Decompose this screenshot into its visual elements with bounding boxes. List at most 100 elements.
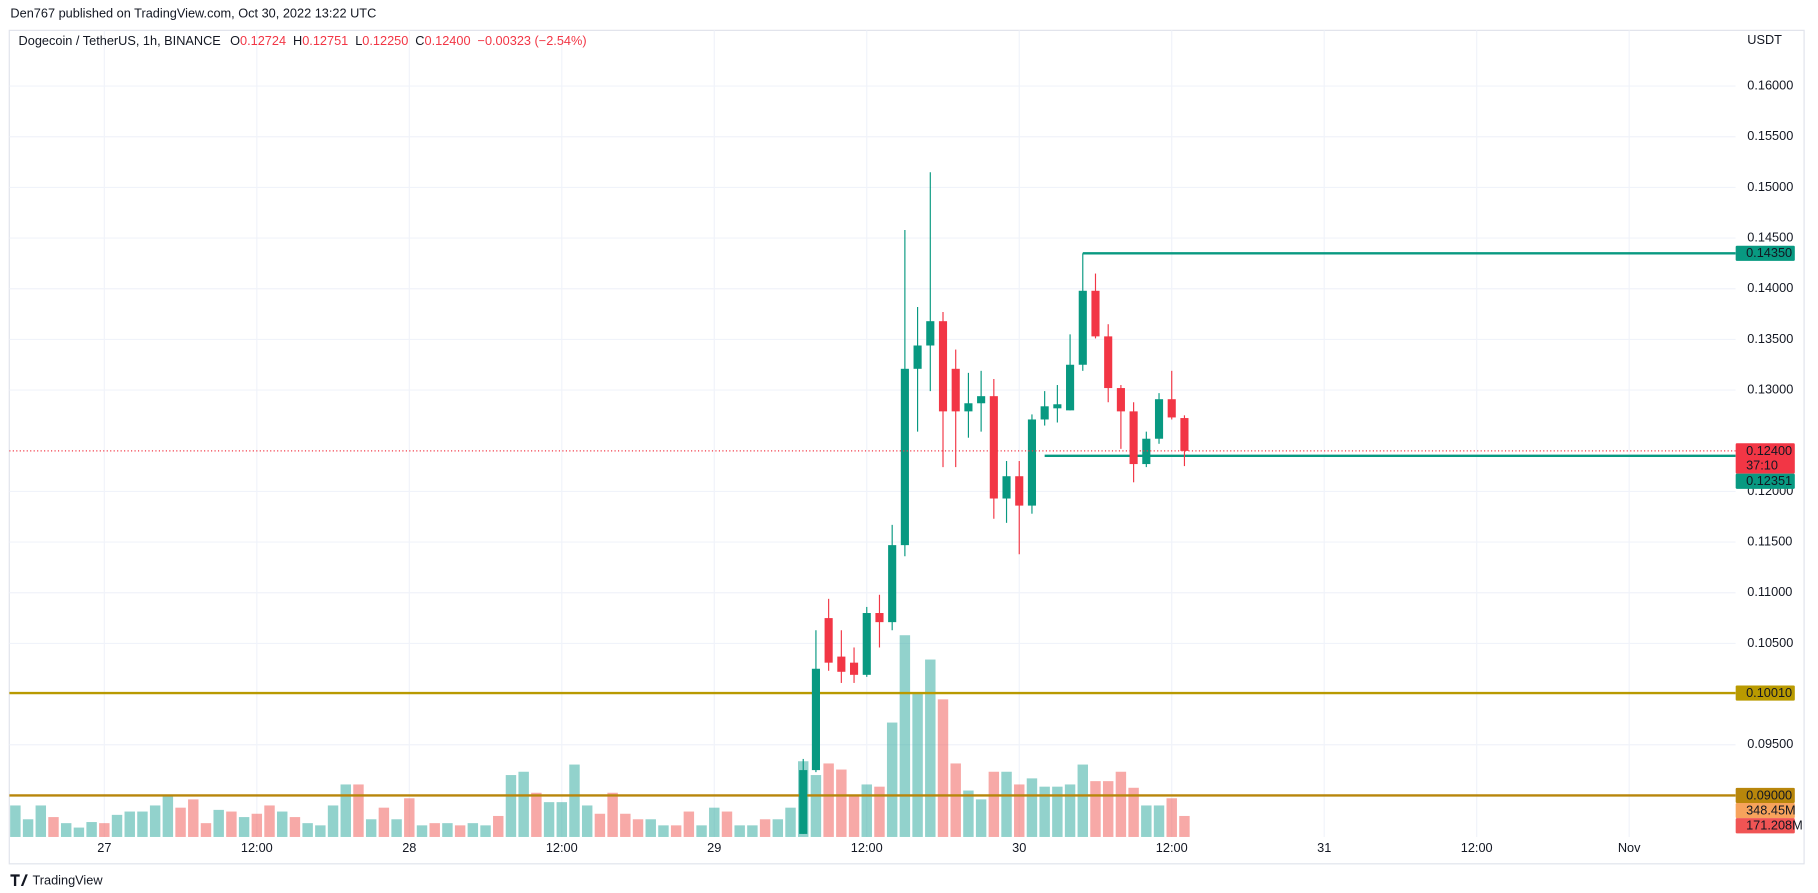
volume-bar [111,814,123,837]
volume-bar [391,819,402,837]
volume-bar [734,825,745,837]
y-tick-label: 0.10500 [1747,635,1793,650]
volume-bar [620,813,631,837]
candle-body [1027,419,1037,506]
volume-bar [1166,798,1177,837]
volume-bar [378,807,390,837]
volume-bar [1128,787,1139,837]
candle-body [951,368,960,412]
level-label: 0.14350 [1746,245,1792,260]
volume-bar [60,823,72,837]
volume-bar [632,819,644,837]
volume-bar [289,817,301,837]
x-tick-label: 27 [97,840,111,855]
x-tick-label: 29 [707,840,721,855]
y-tick-label: 0.13000 [1747,381,1793,396]
candle-body [1091,290,1100,337]
candle-body [849,662,859,675]
volume-bar [1090,781,1101,837]
candle-body [875,613,884,623]
volume-bar [658,825,669,837]
volume-bar [937,699,949,837]
volume-bar [607,792,618,837]
x-tick-label: 12:00 [1156,840,1188,855]
level-label-bg [1735,685,1795,701]
level-label-bg [1735,473,1795,489]
y-tick-label: 0.14500 [1747,229,1793,244]
last-price-label: 37:10 [1746,457,1778,472]
volume-bar [505,775,517,837]
candle-body [862,613,871,675]
volume-bar [1026,778,1038,837]
ohlc-value: 0.12250 [362,33,408,48]
level-label: 0.12351 [1746,473,1792,488]
y-tick-label: 0.15500 [1747,128,1793,143]
footer-logo: TradingView [32,873,103,888]
candle-body [1040,406,1049,420]
volume-bar [988,771,1000,837]
ohlc-key: L [355,33,362,48]
volume-bar [162,796,174,837]
y-tick-label: 0.11500 [1747,533,1792,548]
y-tick-label: 0.11000 [1747,584,1792,599]
volume-bar [467,823,479,837]
volume-bar [1179,815,1190,837]
x-tick-label: 12:00 [851,840,883,855]
candle-body [989,396,998,499]
symbol-legend: Dogecoin / TetherUS, 1h, BINANCE O0.12724… [19,33,587,48]
logo-icon [10,874,28,886]
volume-bar [709,807,720,837]
volume-bar [35,805,47,837]
volume-bar [848,796,860,837]
volume-bar [124,811,135,837]
candle-body [938,321,948,412]
volume-bar [86,822,97,837]
volume-bar [543,802,555,837]
x-tick-label: 12:00 [546,840,578,855]
candle-body [977,396,986,404]
volume-bar [594,813,606,837]
volume-bar [277,811,288,837]
volume-bar [315,825,326,837]
volume-bar [950,763,961,837]
volume-bar [1115,771,1127,837]
logo-mark [10,874,20,886]
volume-bar [759,819,771,837]
volume-bar [747,825,758,837]
volume-bar [200,823,212,837]
last-price-label-bg [1735,443,1795,474]
candle-body [824,618,833,663]
candle-body [837,656,846,672]
volume-bar [188,799,199,837]
volume-label: 171.208M [1746,818,1803,833]
volume-bar [264,805,275,837]
volume-bar [22,819,34,837]
candle-body [1078,290,1087,365]
volume-bar [48,817,59,837]
volume-bar [1077,764,1088,837]
volume-bar [683,811,695,837]
volume-bar [721,811,733,837]
y-tick-label: 0.16000 [1747,77,1793,92]
volume-bar [556,802,568,837]
ohlc-value: 0.12751 [302,33,348,48]
candle-body [1116,388,1125,412]
candle-body [1129,411,1138,465]
volume-bar [353,784,364,837]
y-unit: USDT [1747,32,1782,47]
volume-label-bg [1735,818,1795,834]
candle-body [926,321,935,346]
volume-bar [175,807,186,837]
volume-bar [861,784,872,837]
level-label: 0.10010 [1746,685,1792,700]
volume-bar [1064,784,1076,837]
candle-body [1015,476,1024,506]
volume-bar [886,722,898,837]
level-label-bg [1735,245,1795,261]
x-tick-label: 28 [402,840,416,855]
y-tick-label: 0.15000 [1747,179,1793,194]
candle-body [913,345,922,369]
volume-bar [149,805,161,837]
